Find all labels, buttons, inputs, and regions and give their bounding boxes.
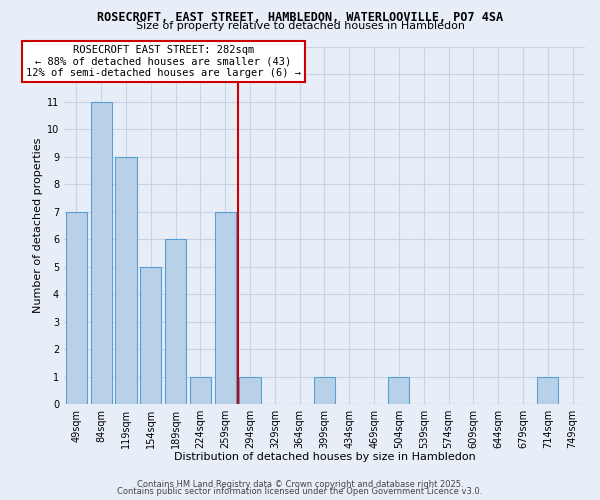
Text: ROSECROFT EAST STREET: 282sqm
← 88% of detached houses are smaller (43)
12% of s: ROSECROFT EAST STREET: 282sqm ← 88% of d… xyxy=(26,45,301,78)
Text: ROSECROFT, EAST STREET, HAMBLEDON, WATERLOOVILLE, PO7 4SA: ROSECROFT, EAST STREET, HAMBLEDON, WATER… xyxy=(97,11,503,24)
Text: Size of property relative to detached houses in Hambledon: Size of property relative to detached ho… xyxy=(136,21,464,31)
Y-axis label: Number of detached properties: Number of detached properties xyxy=(32,138,43,313)
Text: Contains public sector information licensed under the Open Government Licence v3: Contains public sector information licen… xyxy=(118,487,482,496)
Bar xyxy=(537,376,559,404)
Bar xyxy=(190,376,211,404)
Text: Contains HM Land Registry data © Crown copyright and database right 2025.: Contains HM Land Registry data © Crown c… xyxy=(137,480,463,489)
Bar xyxy=(215,212,236,404)
Bar xyxy=(388,376,409,404)
Bar xyxy=(115,156,137,404)
Bar xyxy=(91,102,112,404)
Bar xyxy=(314,376,335,404)
X-axis label: Distribution of detached houses by size in Hambledon: Distribution of detached houses by size … xyxy=(173,452,475,462)
Bar xyxy=(239,376,260,404)
Bar xyxy=(66,212,87,404)
Bar xyxy=(165,239,186,404)
Bar xyxy=(140,266,161,404)
